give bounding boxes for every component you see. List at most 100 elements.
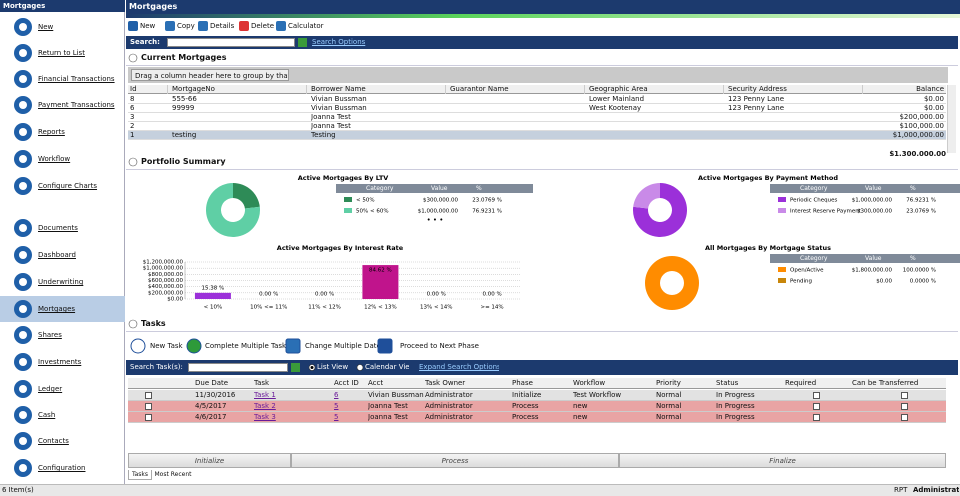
nav-item[interactable]: Shares — [38, 331, 62, 339]
row-checkbox[interactable] — [145, 414, 152, 421]
column-header[interactable]: Id — [130, 85, 168, 94]
legend-amount: $1,000,000.00 — [852, 198, 893, 204]
task-tool-button[interactable]: Complete Multiple Tasks — [205, 342, 290, 350]
cell: Vivian Bussman — [311, 95, 367, 103]
nav-item[interactable]: Workflow — [38, 155, 71, 163]
nav-item[interactable]: Documents — [38, 224, 78, 232]
nav-item[interactable]: Mortgages — [38, 305, 76, 313]
expand-search[interactable]: Expand Search Options — [419, 363, 499, 371]
phase-button[interactable]: Finalize — [619, 453, 946, 468]
cell[interactable]: Task 1 — [254, 391, 276, 399]
nav-item[interactable]: Dashboard — [38, 251, 76, 259]
group-panel — [128, 67, 948, 83]
search-go — [298, 38, 307, 47]
chart-title: Active Mortgages By Interest Rate — [277, 244, 404, 252]
grid-row[interactable] — [128, 122, 946, 131]
grid-row[interactable] — [128, 131, 946, 140]
nav-item[interactable]: Return to List — [38, 49, 85, 57]
column-header[interactable]: Geographic Area — [589, 85, 724, 94]
required-checkbox[interactable] — [813, 403, 820, 410]
legend-swatch — [778, 208, 786, 213]
required-checkbox[interactable] — [813, 414, 820, 421]
task-row[interactable] — [128, 401, 946, 412]
legend-swatch — [778, 197, 786, 202]
column-header[interactable]: Phase — [512, 379, 533, 387]
status-count: 6 Item(s) — [2, 486, 34, 494]
nav-item[interactable]: Configure Charts — [38, 182, 98, 190]
task-tool-button[interactable]: Change Multiple Dates — [305, 342, 385, 350]
column-header[interactable]: Guarantor Name — [450, 85, 585, 94]
search-options[interactable]: Search Options — [312, 38, 366, 46]
nav-item[interactable]: Contacts — [38, 437, 69, 445]
nav-item[interactable]: New — [38, 23, 54, 31]
group-hint: Drag a column header here to group by th… — [131, 69, 289, 81]
search-input[interactable] — [167, 38, 295, 47]
view-option[interactable]: List View — [317, 363, 349, 371]
cell[interactable]: 5 — [334, 413, 339, 421]
tab[interactable]: Tasks — [128, 470, 152, 480]
legend-header: Category — [800, 255, 828, 262]
nav-item[interactable]: Configuration — [38, 464, 86, 472]
tab[interactable]: Most Recent — [154, 471, 192, 478]
bar-label: 0.00 % — [259, 292, 278, 298]
column-header[interactable]: Can be Transferred — [852, 379, 919, 387]
phase-button[interactable]: Initialize — [128, 453, 291, 468]
column-header[interactable]: Priority — [656, 379, 681, 387]
required-checkbox[interactable] — [813, 392, 820, 399]
toolbar-button[interactable]: Delete — [251, 22, 274, 30]
nav-item[interactable]: Reports — [38, 128, 65, 136]
task-search-input[interactable] — [188, 363, 288, 372]
x-tick-label: 12% < 13% — [364, 305, 397, 311]
nav-item[interactable]: Financial Transactions — [38, 75, 115, 83]
column-header[interactable]: Workflow — [573, 379, 606, 387]
cell: Lower Mainland — [589, 95, 645, 103]
cell[interactable]: Task 3 — [254, 413, 276, 421]
column-header[interactable]: Balance — [916, 85, 944, 93]
column-header[interactable]: Status — [716, 379, 739, 387]
transfer-checkbox[interactable] — [901, 403, 908, 410]
toolbar-button[interactable]: New — [140, 22, 156, 30]
y-tick-label: $1,200,000.00 — [143, 260, 184, 266]
legend-category: < 50% — [356, 198, 375, 204]
row-checkbox[interactable] — [145, 403, 152, 410]
legend-amount: $300,000.00 — [857, 209, 892, 215]
cell[interactable]: Task 2 — [254, 402, 276, 410]
grid-row[interactable] — [128, 104, 946, 113]
transfer-checkbox[interactable] — [901, 392, 908, 399]
toolbar-button[interactable]: Calculator — [288, 22, 324, 30]
task-row[interactable] — [128, 390, 946, 401]
legend-category: Periodic Cheques — [790, 198, 838, 204]
grid-row[interactable] — [128, 113, 946, 122]
column-header[interactable]: Borrower Name — [311, 85, 446, 94]
phase-button[interactable]: Process — [291, 453, 619, 468]
column-header[interactable]: Security Address — [728, 85, 863, 94]
task-tool-button[interactable]: New Task — [150, 342, 183, 350]
x-tick-label: >= 14% — [480, 305, 503, 311]
bar-label: 84.62 % — [369, 268, 392, 274]
cell: 1 — [130, 131, 135, 139]
column-header[interactable]: Required — [785, 379, 817, 387]
cell[interactable]: 6 — [334, 391, 339, 399]
header-accent — [126, 14, 960, 18]
task-tool-button[interactable]: Proceed to Next Phase — [400, 342, 479, 350]
cell[interactable]: 5 — [334, 402, 339, 410]
column-header[interactable]: Task Owner — [425, 379, 466, 387]
transfer-checkbox[interactable] — [901, 414, 908, 421]
column-header[interactable]: Due Date — [195, 379, 229, 387]
nav-item[interactable]: Ledger — [38, 385, 63, 393]
task-search-go — [291, 363, 300, 372]
toolbar-button[interactable]: Details — [210, 22, 235, 30]
toolbar-button[interactable]: Copy — [177, 22, 195, 30]
nav-item[interactable]: Cash — [38, 411, 56, 419]
column-header[interactable]: Acct ID — [334, 379, 359, 387]
view-option[interactable]: Calendar View — [365, 363, 409, 371]
grid-row[interactable] — [128, 95, 946, 104]
column-header[interactable]: Task — [254, 379, 270, 387]
nav-item[interactable]: Investments — [38, 358, 82, 366]
nav-item[interactable]: Underwriting — [38, 278, 84, 286]
nav-item[interactable]: Payment Transactions — [38, 101, 115, 109]
column-header[interactable]: MortgageNo — [172, 85, 307, 94]
task-row[interactable] — [128, 412, 946, 423]
row-checkbox[interactable] — [145, 392, 152, 399]
column-header[interactable]: Acct — [368, 379, 384, 387]
